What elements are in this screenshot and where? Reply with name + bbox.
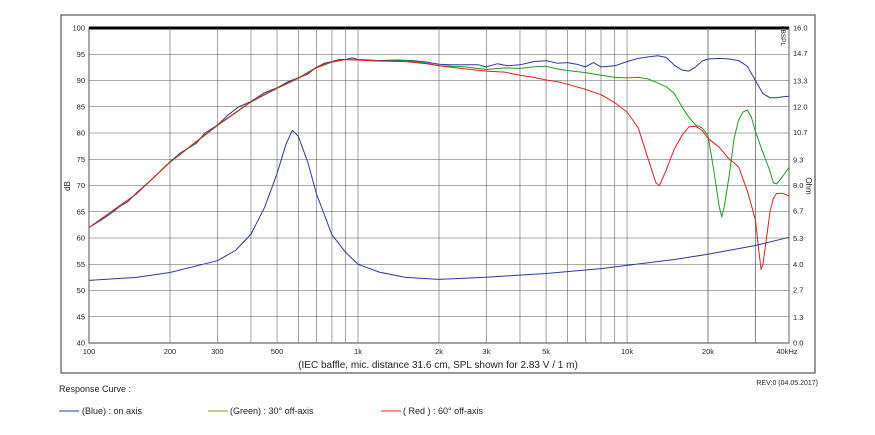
y2-tick-label: 1.3 <box>793 313 803 322</box>
y-tick-label: 85 <box>77 102 85 111</box>
grid-layer <box>88 26 790 344</box>
revision-label: REV:0 (04.05.2017) <box>756 380 818 387</box>
legend-item-blue: (Blue) : on axis <box>59 406 143 416</box>
x-tick-label: 5k <box>542 347 550 356</box>
y2-tick-label: 9.3 <box>793 155 803 164</box>
y2-tick-label: 13.3 <box>793 77 808 86</box>
y2-tick-label: 16.0 <box>793 24 808 33</box>
y-tick-label: 45 <box>77 312 85 321</box>
y-tick-label: 70 <box>77 181 85 190</box>
y2-tick-label: 8.0 <box>793 181 803 190</box>
series-line-3 <box>88 129 790 281</box>
plot-frame-outer <box>60 14 816 374</box>
series-layer <box>88 55 790 281</box>
y2-axis-label: Ohm <box>804 177 813 195</box>
y2-tick-label: 0.0 <box>793 339 803 348</box>
y-tick-label: 65 <box>77 207 85 216</box>
x-tick-label: 500 <box>271 347 284 356</box>
y-tick-label: 80 <box>77 129 85 138</box>
y-tick-label: 100 <box>72 24 85 33</box>
y2-tick-label: 5.3 <box>793 234 803 243</box>
y-tick-label: 60 <box>77 234 85 243</box>
legend-item-green: (Green) : 30° off-axis <box>208 406 314 416</box>
x-tick-label: 1k <box>354 347 362 356</box>
y-axis-label: dB <box>63 181 72 191</box>
x-tick-label: 10k <box>621 347 633 356</box>
tick-layer: 40 45 50 55 60 65 70 75 80 85 90 95 100 0.0 1.3 2.7 4.0 5… <box>72 24 807 357</box>
y2-tick-label: 14.7 <box>793 49 808 58</box>
x-tick-label: 3k <box>482 347 490 356</box>
corner-label: dBSPL <box>779 26 786 47</box>
x-tick-label: 300 <box>211 347 224 356</box>
x-tick-label: 2k <box>435 347 443 356</box>
y2-tick-label: 10.7 <box>793 128 808 137</box>
y-tick-label: 50 <box>77 286 85 295</box>
y-tick-label: 40 <box>77 339 85 348</box>
legend-label-red: ( Red ) : 60° off-axis <box>403 406 483 416</box>
x-tick-label: 200 <box>164 347 177 356</box>
y2-tick-label: 4.0 <box>793 260 803 269</box>
series-line-2 <box>88 59 790 270</box>
y-tick-label: 75 <box>77 155 85 164</box>
y2-tick-label: 6.7 <box>793 207 803 216</box>
x-tick-label: 100 <box>83 347 96 356</box>
y-tick-label: 55 <box>77 260 85 269</box>
legend-label-green: (Green) : 30° off-axis <box>230 406 314 416</box>
x-tick-label: 40kHz <box>776 347 798 356</box>
y2-tick-label: 12.0 <box>793 102 808 111</box>
legend-label-blue: (Blue) : on axis <box>82 406 143 416</box>
x-tick-label: 20k <box>702 347 714 356</box>
measurement-note: (IEC baffle, mic. distance 31.6 cm, SPL … <box>298 360 578 371</box>
y-tick-label: 95 <box>77 50 85 59</box>
legend-title: Response Curve : <box>59 384 131 394</box>
legend-item-red: ( Red ) : 60° off-axis <box>381 406 483 416</box>
series-line-0 <box>88 55 790 228</box>
y-tick-label: 90 <box>77 76 85 85</box>
y2-tick-label: 2.7 <box>793 285 803 294</box>
